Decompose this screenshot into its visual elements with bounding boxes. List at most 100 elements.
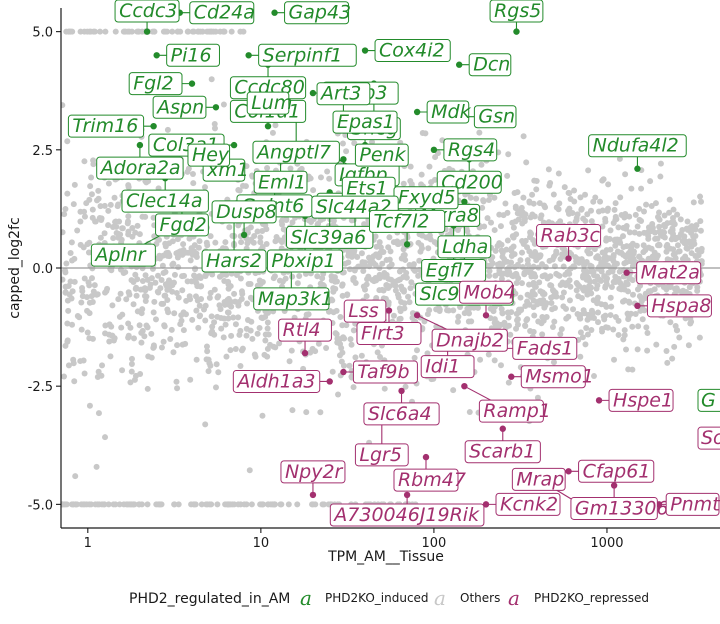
legend-key-repressed: a — [508, 586, 520, 610]
other-point — [221, 299, 228, 306]
gene-label: Dcn — [468, 53, 512, 77]
other-point — [174, 236, 181, 243]
other-point — [561, 246, 568, 253]
other-point — [491, 357, 498, 364]
other-point — [639, 316, 646, 323]
gene-label-box — [121, 189, 209, 213]
other-point — [594, 294, 601, 301]
other-point — [64, 297, 71, 304]
other-point — [681, 240, 688, 247]
gene-label-box — [468, 53, 512, 77]
other-point — [308, 219, 315, 226]
other-point — [518, 280, 525, 287]
other-point — [119, 367, 126, 374]
other-point — [623, 346, 630, 353]
other-point — [605, 181, 612, 188]
other-point — [79, 285, 86, 292]
other-point — [236, 331, 243, 338]
other-point — [286, 358, 293, 365]
y-tick-label: 5.0 — [32, 26, 53, 41]
other-point — [102, 28, 109, 35]
other-point — [631, 229, 638, 236]
other-point — [160, 28, 167, 35]
other-point — [296, 273, 303, 280]
gene-label-box — [114, 0, 180, 23]
other-point — [652, 200, 659, 207]
other-point — [545, 219, 552, 226]
highlight-point — [326, 378, 333, 385]
other-point — [81, 275, 88, 282]
gene-label-text: Epas1 — [337, 111, 395, 133]
other-point — [228, 332, 235, 339]
other-point — [173, 378, 180, 385]
other-point — [377, 244, 384, 251]
other-point — [65, 28, 72, 35]
other-point — [131, 376, 138, 383]
other-point — [582, 341, 589, 348]
other-point — [616, 155, 623, 162]
highlight-point — [403, 491, 411, 499]
other-point — [431, 176, 438, 183]
gene-label: Rtl4 — [278, 318, 332, 342]
other-point — [64, 138, 71, 145]
gene-label: Taf9b — [352, 360, 418, 384]
other-point — [693, 222, 700, 229]
highlight-point — [634, 302, 641, 310]
other-point — [601, 250, 608, 257]
other-point — [215, 369, 222, 376]
other-point — [674, 287, 681, 294]
other-point — [61, 501, 66, 508]
other-point — [307, 349, 314, 356]
other-point — [265, 331, 272, 338]
gene-label-box — [443, 138, 498, 162]
other-point — [363, 281, 370, 288]
other-point — [686, 284, 693, 291]
other-point — [623, 259, 630, 266]
other-point — [476, 129, 483, 136]
other-point — [235, 222, 242, 229]
other-point — [351, 267, 358, 274]
other-point — [262, 337, 269, 344]
other-point — [339, 322, 346, 329]
other-point — [99, 362, 106, 369]
other-point — [173, 290, 180, 297]
other-point — [328, 277, 335, 284]
other-point — [677, 216, 684, 223]
other-point — [661, 229, 668, 236]
other-point — [125, 184, 132, 191]
highlight-point — [385, 307, 393, 314]
other-point — [584, 291, 591, 298]
other-point — [426, 163, 433, 170]
other-point — [345, 259, 352, 266]
other-point — [127, 501, 134, 508]
gene-label: Dusp8 — [211, 200, 277, 224]
other-point — [454, 318, 461, 325]
other-point — [507, 331, 514, 338]
other-point — [61, 229, 66, 236]
other-point — [609, 268, 616, 275]
other-point — [555, 272, 562, 279]
other-point — [109, 332, 116, 339]
gene-label-box — [489, 0, 544, 23]
other-point — [551, 318, 558, 325]
other-point — [405, 293, 412, 300]
other-point — [265, 501, 272, 508]
gene-label-text: Pbxip1 — [271, 250, 335, 272]
other-point — [397, 308, 404, 315]
other-point — [360, 268, 367, 275]
y-tick-label: 2.5 — [32, 144, 53, 159]
other-point — [139, 213, 146, 220]
highlight-point — [413, 312, 421, 319]
other-point — [254, 228, 261, 235]
gene-label-text: Ets1 — [346, 177, 387, 199]
other-point — [354, 254, 361, 261]
other-point — [526, 198, 533, 205]
other-point — [376, 287, 383, 294]
other-point — [683, 289, 690, 296]
gene-label-text: Art3 — [319, 83, 361, 105]
other-point — [377, 354, 384, 361]
other-point — [158, 300, 165, 307]
highlight-point — [623, 269, 630, 276]
other-point — [585, 167, 592, 174]
other-point — [67, 250, 74, 257]
